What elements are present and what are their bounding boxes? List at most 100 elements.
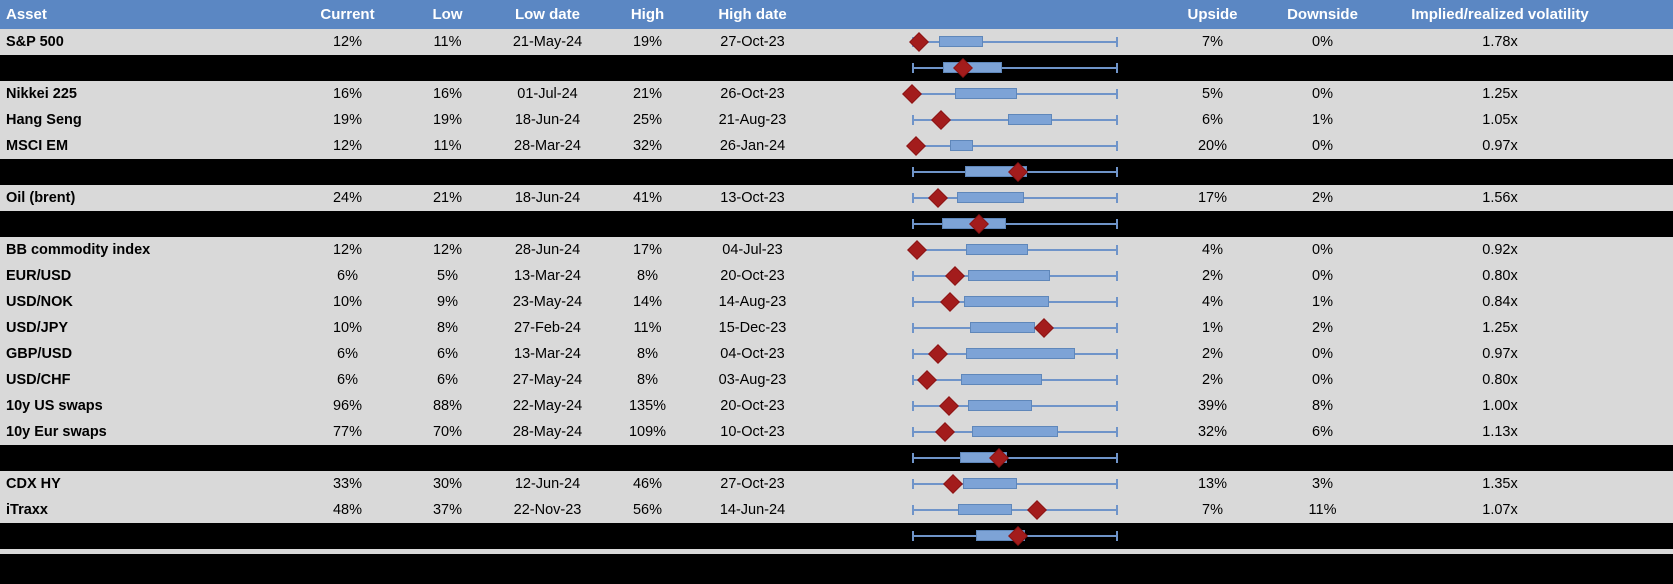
range-box (958, 504, 1012, 515)
boxplot (805, 211, 1160, 237)
whisker-cap-left (911, 63, 914, 73)
current-value: 10% (332, 294, 363, 310)
high-value: 56% (632, 502, 663, 518)
low-value: 11% (433, 138, 462, 154)
high-date: 03-Aug-23 (718, 372, 787, 388)
upside-value: 39% (1197, 398, 1228, 414)
implied-realized-ratio: 1.05x (1482, 112, 1518, 128)
whisker-cap-right (1116, 479, 1119, 489)
upside-value: 2% (1202, 268, 1223, 284)
low-value: 16% (432, 86, 463, 102)
current-value: 96% (332, 398, 363, 414)
high-date: 14-Aug-23 (718, 294, 787, 310)
range-box (967, 400, 1032, 411)
whisker-line (912, 223, 1118, 225)
range-box (949, 140, 973, 151)
low-date: 12-Jun-24 (514, 476, 581, 492)
high-value: 135% (628, 398, 667, 414)
whisker-cap-left (911, 323, 914, 333)
high-date: 13-Oct-23 (720, 190, 785, 206)
high-date: 26-Jan-24 (719, 138, 786, 154)
downside-value: 3% (1312, 476, 1333, 492)
low-date: 18-Jun-24 (514, 112, 581, 128)
high-value: 17% (632, 242, 663, 258)
asset-row-hang-seng: Hang Seng 19% 19% 18-Jun-24 25% 21-Aug-23 6% 1%… (0, 107, 1673, 133)
asset-row-eur-usd: EUR/USD 6% 5% 13-Mar-24 8% 20-Oct-23 2% 0% 0.80x (0, 263, 1673, 289)
downside-value: 8% (1312, 398, 1333, 414)
boxplot (805, 497, 1160, 523)
whisker-cap-right (1116, 401, 1119, 411)
low-date: 18-Jun-24 (514, 190, 581, 206)
separator-row (0, 211, 1673, 237)
whisker-cap-left (911, 219, 914, 229)
low-value: 21% (432, 190, 463, 206)
range-box (938, 36, 983, 47)
current-value: 48% (332, 502, 363, 518)
upside-value: 7% (1202, 34, 1223, 50)
bottom-black-band (0, 554, 1673, 584)
low-date: 13-Mar-24 (514, 346, 581, 362)
current-marker-diamond (945, 266, 966, 286)
asset-name: USD/CHF (6, 372, 71, 388)
whisker-cap-right (1116, 349, 1119, 359)
col-header-high-date: High date (718, 6, 787, 23)
separator-row (0, 55, 1673, 81)
low-value: 19% (432, 112, 463, 128)
whisker-line (912, 457, 1118, 459)
high-date: 20-Oct-23 (720, 398, 785, 414)
asset-row-cdx-hy: CDX HY 33% 30% 12-Jun-24 46% 27-Oct-23 13% 3% 1.… (0, 471, 1673, 497)
asset-name: MSCI EM (6, 138, 69, 154)
downside-value: 0% (1312, 242, 1333, 258)
high-value: 14% (632, 294, 663, 310)
asset-name: Nikkei 225 (6, 86, 77, 102)
asset-row-nikkei-225: Nikkei 225 16% 16% 01-Jul-24 21% 26-Oct-23 5% 0… (0, 81, 1673, 107)
whisker-cap-left (911, 453, 914, 463)
current-marker-diamond (917, 370, 938, 390)
separator-row (0, 523, 1673, 549)
low-date: 27-Feb-24 (514, 320, 581, 336)
whisker-cap-right (1116, 271, 1119, 281)
boxplot (805, 445, 1160, 471)
whisker-cap-left (911, 427, 914, 437)
high-date: 10-Oct-23 (720, 424, 785, 440)
whisker-cap-right (1116, 531, 1119, 541)
upside-value: 2% (1202, 372, 1223, 388)
whisker-cap-left (911, 297, 914, 307)
whisker-cap-left (911, 375, 914, 385)
asset-row-msci-em: MSCI EM 12% 11% 28-Mar-24 32% 26-Jan-24 20% 0% 0… (0, 133, 1673, 159)
current-value: 33% (332, 476, 363, 492)
high-date: 20-Oct-23 (720, 268, 785, 284)
current-value: 19% (332, 112, 363, 128)
col-header-upside: Upside (1187, 6, 1238, 23)
current-marker-diamond (939, 396, 960, 416)
asset-row-usd-nok: USD/NOK 10% 9% 23-May-24 14% 14-Aug-23 4% 1% 0.8… (0, 289, 1673, 315)
col-header-boxplot (805, 0, 1160, 29)
upside-value: 2% (1202, 346, 1223, 362)
current-value: 10% (332, 320, 363, 336)
low-date: 28-Mar-24 (514, 138, 581, 154)
range-box (1008, 114, 1053, 125)
implied-realized-ratio: 0.80x (1482, 268, 1518, 284)
high-date: 15-Dec-23 (718, 320, 787, 336)
asset-row-usd-chf: USD/CHF 6% 6% 27-May-24 8% 03-Aug-23 2% 0% 0.80x (0, 367, 1673, 393)
high-date: 27-Oct-23 (720, 476, 785, 492)
asset-row-oil-brent: Oil (brent) 24% 21% 18-Jun-24 41% 13-Oct-23 17… (0, 185, 1673, 211)
asset-name: Hang Seng (6, 112, 82, 128)
downside-value: 1% (1312, 294, 1333, 310)
range-box (966, 244, 1028, 255)
high-date: 04-Oct-23 (720, 346, 785, 362)
current-value: 16% (332, 86, 363, 102)
implied-realized-ratio: 0.97x (1482, 346, 1518, 362)
upside-value: 13% (1197, 476, 1228, 492)
whisker-cap-right (1116, 453, 1119, 463)
high-date: 27-Oct-23 (720, 34, 785, 50)
whisker-cap-right (1116, 375, 1119, 385)
current-marker-diamond (943, 474, 963, 494)
whisker-cap-right (1116, 427, 1119, 437)
whisker-cap-left (911, 271, 914, 281)
high-date: 26-Oct-23 (720, 86, 785, 102)
whisker-line (912, 67, 1118, 69)
whisker-cap-left (911, 479, 914, 489)
current-value: 12% (332, 242, 363, 258)
whisker-cap-left (911, 531, 914, 541)
